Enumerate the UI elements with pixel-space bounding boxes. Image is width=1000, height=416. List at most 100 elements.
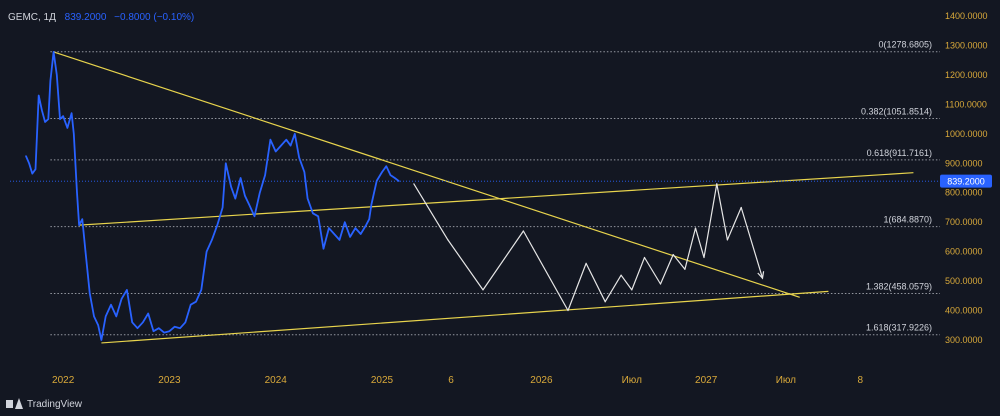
price-point <box>303 171 305 173</box>
projection-point <box>585 262 587 264</box>
projection-line <box>413 183 764 312</box>
price-point <box>322 248 325 250</box>
price-point <box>338 239 341 241</box>
y-tick-label: 1100.0000 <box>945 99 987 109</box>
price-point <box>275 150 277 153</box>
last-price: 839.2000 <box>64 12 107 23</box>
y-tick-label: 300.0000 <box>945 335 983 345</box>
price-point <box>240 177 242 179</box>
price-point <box>312 212 314 214</box>
price-point <box>73 133 75 135</box>
projection-point <box>703 256 705 259</box>
projection-point <box>631 289 633 291</box>
projection-point <box>447 239 449 241</box>
price-point <box>317 215 319 217</box>
price-point <box>131 321 133 323</box>
price-point <box>211 239 213 241</box>
x-tick-label: 2024 <box>265 375 288 386</box>
price-point <box>360 233 362 235</box>
price-point <box>71 112 73 114</box>
price-point <box>97 324 99 326</box>
projection-point <box>413 183 415 185</box>
projection-arrowhead <box>757 271 765 280</box>
price-point <box>195 301 197 303</box>
price-point <box>152 330 155 332</box>
price-point <box>49 80 52 82</box>
price-point <box>225 162 227 164</box>
price-point <box>89 292 91 294</box>
brand-name: TradingView <box>27 398 83 410</box>
x-tick-label: 2022 <box>52 375 75 386</box>
price-point <box>269 139 271 141</box>
price-point <box>398 180 400 182</box>
price-point <box>47 118 49 120</box>
current-price-badge <box>940 174 992 188</box>
y-tick-label: 500.0000 <box>945 276 983 286</box>
price-series <box>25 51 765 341</box>
price-point <box>259 192 261 194</box>
price-point <box>234 198 236 200</box>
price-point <box>142 321 144 323</box>
x-axis[interactable]: 2022 2023 2024 2025 6 2026 Июл 2027 Июл 8 <box>52 375 863 386</box>
y-tick-label: 700.0000 <box>945 217 983 227</box>
price-point <box>365 224 367 226</box>
y-tick-label: 1400.0000 <box>945 11 988 21</box>
price-point <box>298 156 300 158</box>
x-tick-label: Июл <box>776 375 796 386</box>
price-point <box>174 326 176 328</box>
price-point <box>328 227 330 229</box>
x-tick-label: 8 <box>858 375 864 386</box>
price-point <box>76 192 78 194</box>
projection-point <box>482 289 484 291</box>
fib-level-label: 0.382(1051.8514) <box>861 107 932 117</box>
price-point <box>370 203 372 206</box>
fib-level-label: 1(684.8870) <box>883 215 932 225</box>
price-point <box>100 339 102 341</box>
price-point <box>184 321 186 323</box>
projection-point <box>726 239 729 241</box>
price-change: −0.8000 (−0.10%) <box>114 12 195 23</box>
fib-level-label: 0.618(911.7161) <box>867 148 932 158</box>
price-point <box>253 215 256 217</box>
price-point <box>349 236 351 238</box>
price-point <box>168 330 170 332</box>
price-point <box>78 224 80 226</box>
y-tick-label: 400.0000 <box>945 306 983 316</box>
price-point <box>110 304 112 306</box>
tradingview-brand[interactable]: TradingView <box>6 398 82 410</box>
projection-point <box>659 283 662 285</box>
price-point <box>381 171 383 173</box>
projection-point <box>604 301 606 303</box>
projection-point <box>740 206 742 209</box>
price-point <box>333 233 335 235</box>
y-tick-label: 1300.0000 <box>945 40 988 50</box>
trendline-mid-ascending <box>79 172 914 226</box>
price-line <box>25 51 400 341</box>
symbol-legend[interactable]: GEMC, 1Д 839.2000 −0.8000 (−0.10%) <box>8 12 194 23</box>
x-tick-label: 2027 <box>695 375 718 386</box>
price-point <box>200 289 202 291</box>
price-point <box>44 121 46 123</box>
x-tick-label: 2025 <box>371 375 394 386</box>
projection-point <box>694 227 697 229</box>
symbol-name: GEMC, 1Д <box>8 12 56 23</box>
trendline-lower-ascending <box>101 290 829 344</box>
price-point <box>264 174 266 176</box>
price-point <box>147 312 149 315</box>
fib-level-label: 1.382(458.0579) <box>866 281 932 291</box>
x-tick-label: 6 <box>448 375 454 386</box>
price-point <box>53 51 55 53</box>
y-tick-label: 1200.0000 <box>945 70 988 80</box>
price-point <box>389 174 392 176</box>
projection-point <box>643 256 646 259</box>
price-point <box>307 198 309 200</box>
price-point <box>248 203 250 206</box>
price-point <box>385 165 387 167</box>
tradingview-logo-icon <box>6 398 23 410</box>
price-point <box>31 173 33 175</box>
projection-point <box>716 183 718 185</box>
price-point <box>115 315 117 317</box>
price-point <box>56 74 58 76</box>
y-axis[interactable]: 300.0000 400.0000 500.0000 600.0000 700.0000… <box>945 11 988 345</box>
